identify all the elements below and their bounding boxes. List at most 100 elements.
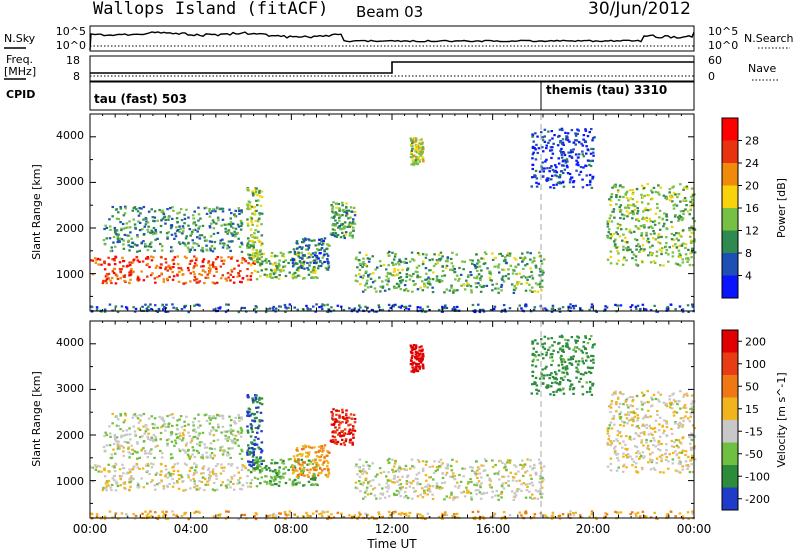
velocity-echo-cell xyxy=(164,475,167,478)
power-echo-cell xyxy=(322,242,325,245)
velocity-echo-cell xyxy=(385,482,388,485)
velocity-echo-cell xyxy=(247,469,250,472)
velocity-echo-cell xyxy=(608,424,611,427)
velocity-echo-cell xyxy=(292,465,295,468)
velocity-echo-cell xyxy=(211,488,215,491)
power-echo-cell xyxy=(202,258,206,261)
velocity-echo-cell xyxy=(250,461,254,464)
velocity-echo-cell xyxy=(313,461,317,464)
velocity-echo-cell xyxy=(151,437,154,440)
velocity-echo-cell xyxy=(631,405,634,408)
power-echo-cell xyxy=(324,266,328,270)
power-echo-cell xyxy=(631,257,634,260)
power-echo-cell xyxy=(233,230,236,233)
power-echo-cell xyxy=(411,258,414,261)
power-echo-cell xyxy=(253,232,256,235)
velocity-echo-cell xyxy=(683,404,687,407)
velocity-echo-cell xyxy=(187,476,190,479)
power-echo-cell xyxy=(105,237,108,240)
velocity-echo-cell xyxy=(634,445,637,448)
power-echo-cell xyxy=(545,158,548,161)
power-echo-cell xyxy=(109,225,112,228)
velocity-echo-cell xyxy=(476,466,480,469)
power-echo-cell xyxy=(579,307,582,310)
velocity-echo-cell xyxy=(555,390,558,393)
power-echo-cell xyxy=(183,217,187,220)
power-echo-cell xyxy=(138,221,142,224)
velocity-echo-cell xyxy=(227,436,231,439)
velocity-echo-cell xyxy=(159,473,163,476)
velocity-echo-cell xyxy=(640,441,643,444)
velocity-echo-cell xyxy=(127,441,131,444)
power-echo-cell xyxy=(386,252,390,255)
velocity-echo-cell xyxy=(229,456,232,459)
power-echo-cell xyxy=(148,265,151,269)
power-echo-cell xyxy=(298,256,302,259)
power-echo-cell xyxy=(405,261,408,264)
velocity-echo-cell xyxy=(582,362,586,365)
velocity-echo-cell xyxy=(293,466,297,469)
velocity-echo-cell xyxy=(311,475,315,478)
velocity-echo-cell xyxy=(282,462,286,465)
power-echo-cell xyxy=(366,306,369,309)
velocity-echo-cell xyxy=(114,452,117,455)
velocity-echo-cell xyxy=(341,421,344,424)
velocity-echo-cell xyxy=(638,457,641,460)
velocity-echo-cell xyxy=(147,417,151,420)
power-echo-cell xyxy=(201,260,205,263)
velocity-echo-cell xyxy=(122,450,125,453)
velocity-echo-cell xyxy=(393,481,396,484)
power-echo-cell xyxy=(659,264,662,267)
velocity-echo-cell xyxy=(691,435,694,438)
power-echo-cell xyxy=(644,207,647,210)
velocity-echo-cell xyxy=(622,424,626,427)
velocity-echo-cell xyxy=(538,377,542,380)
velocity-echo-cell xyxy=(440,487,444,490)
power-echo-cell xyxy=(690,195,693,198)
power-echo-cell xyxy=(429,269,432,272)
velocity-echo-cell xyxy=(479,484,482,487)
power-echo-cell xyxy=(126,226,129,229)
velocity-echo-cell xyxy=(560,334,564,337)
velocity-echo-cell xyxy=(631,420,635,423)
velocity-echo-cell xyxy=(209,442,213,445)
velocity-echo-cell xyxy=(508,461,512,464)
velocity-echo-cell xyxy=(238,452,242,455)
velocity-echo-cell xyxy=(221,445,224,448)
power-echo-cell xyxy=(450,286,453,289)
power-echo-cell xyxy=(176,274,179,277)
power-echo-cell xyxy=(138,207,141,210)
power-echo-cell xyxy=(142,205,146,209)
power-echo-cell xyxy=(471,259,474,262)
velocity-echo-cell xyxy=(104,486,108,490)
power-echo-cell xyxy=(432,271,435,274)
power-echo-cell xyxy=(674,243,677,246)
power-echo-cell xyxy=(571,150,574,153)
power-echo-cell xyxy=(441,275,444,278)
power-echo-cell xyxy=(256,270,260,273)
velocity-echo-cell xyxy=(686,467,689,470)
velocity-echo-cell xyxy=(534,365,538,368)
power-echo-cell xyxy=(500,285,503,288)
power-echo-cell xyxy=(309,261,312,264)
power-echo-cell xyxy=(541,136,544,139)
velocity-echo-cell xyxy=(258,396,261,399)
velocity-echo-cell xyxy=(137,421,141,424)
velocity-echo-cell xyxy=(691,471,695,474)
power-echo-cell xyxy=(364,264,367,267)
power-echo-cell xyxy=(555,166,558,169)
velocity-echo-cell xyxy=(622,440,625,443)
power-echo-cell xyxy=(642,249,645,253)
velocity-echo-cell xyxy=(686,417,690,420)
velocity-echo-cell xyxy=(166,442,169,445)
power-echo-cell xyxy=(411,290,414,293)
power-echo-cell xyxy=(469,285,473,288)
velocity-echo-cell xyxy=(585,371,588,375)
velocity-echo-cell xyxy=(113,435,117,438)
velocity-echo-cell xyxy=(441,476,445,480)
power-echo-cell xyxy=(241,258,244,261)
power-echo-cell xyxy=(253,205,256,209)
velocity-echo-cell xyxy=(160,426,163,429)
velocity-echo-cell xyxy=(624,447,627,450)
power-echo-cell xyxy=(307,268,310,271)
